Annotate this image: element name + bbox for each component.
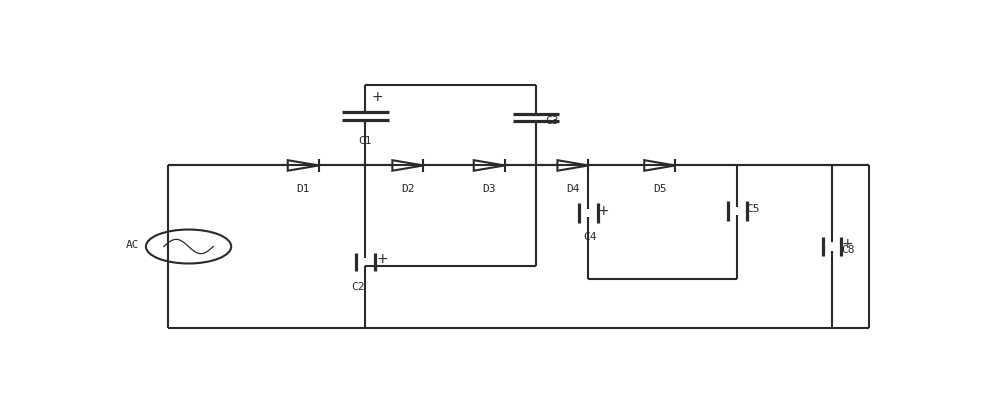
Text: D1: D1 (296, 184, 310, 194)
Text: D4: D4 (566, 184, 580, 194)
Text: C4: C4 (583, 232, 597, 242)
Text: D2: D2 (401, 184, 415, 194)
Text: +: + (841, 237, 853, 251)
Text: +: + (376, 253, 388, 267)
Text: +: + (598, 204, 609, 218)
Text: C1: C1 (358, 136, 372, 146)
Text: D5: D5 (653, 184, 666, 194)
Text: C2: C2 (351, 282, 364, 292)
Text: D3: D3 (482, 184, 496, 194)
Text: AC: AC (126, 240, 140, 250)
Text: C8: C8 (841, 245, 855, 255)
Text: C3: C3 (545, 115, 559, 126)
Text: +: + (371, 90, 383, 104)
Text: C5: C5 (747, 204, 760, 214)
